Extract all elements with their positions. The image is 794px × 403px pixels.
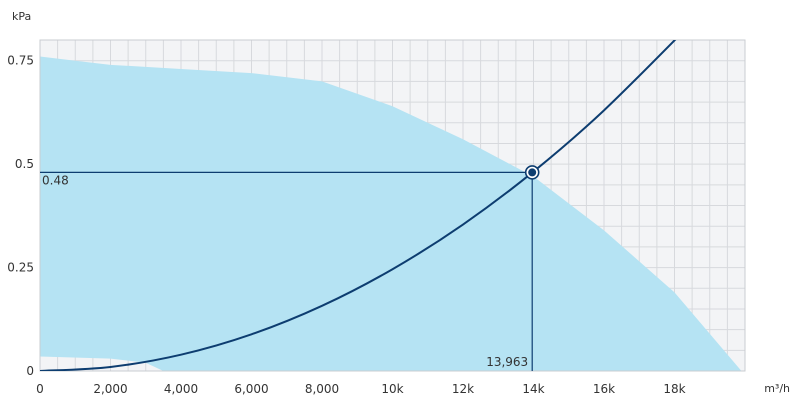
y-axis-unit: kPa <box>12 10 31 23</box>
y-tick-label: 0.25 <box>7 261 34 275</box>
x-tick-label: 10k <box>381 382 403 396</box>
x-tick-label: 12k <box>452 382 474 396</box>
y-tick-label: 0.75 <box>7 54 34 68</box>
system-curve <box>40 40 677 371</box>
plot-border <box>39 39 746 372</box>
x-tick-label: 16k <box>593 382 615 396</box>
operating-point-y-label: 0.48 <box>42 173 69 187</box>
x-tick-label: 8,000 <box>305 382 339 396</box>
x-tick-label: 14k <box>522 382 544 396</box>
operating-point-marker <box>528 168 537 177</box>
x-tick-label: 0 <box>36 382 44 396</box>
x-tick-label: 18k <box>663 382 685 396</box>
x-tick-label: 4,000 <box>164 382 198 396</box>
x-axis-unit: m³/h <box>764 382 790 395</box>
x-tick-label: 6,000 <box>234 382 268 396</box>
operating-region <box>40 56 742 371</box>
y-tick-label: 0.5 <box>15 157 34 171</box>
operating-point-x-label: 13,963 <box>486 355 528 369</box>
x-tick-label: 2,000 <box>93 382 127 396</box>
y-tick-label: 0 <box>26 364 34 378</box>
